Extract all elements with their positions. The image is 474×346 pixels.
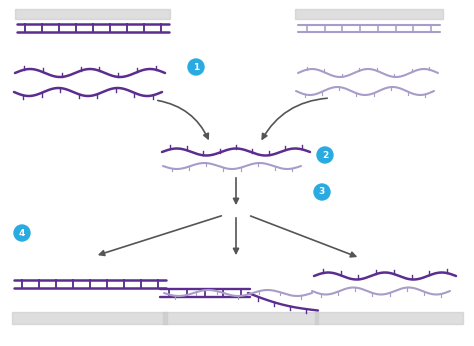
Text: 4: 4 <box>19 228 25 237</box>
Text: 1: 1 <box>193 63 199 72</box>
Bar <box>12 312 167 324</box>
Circle shape <box>14 225 30 241</box>
Circle shape <box>188 59 204 75</box>
Circle shape <box>317 147 333 163</box>
Bar <box>163 312 318 324</box>
Bar <box>295 9 443 19</box>
Text: 3: 3 <box>319 188 325 197</box>
Circle shape <box>314 184 330 200</box>
Bar <box>15 9 170 19</box>
Text: 2: 2 <box>322 151 328 160</box>
Bar <box>315 312 463 324</box>
